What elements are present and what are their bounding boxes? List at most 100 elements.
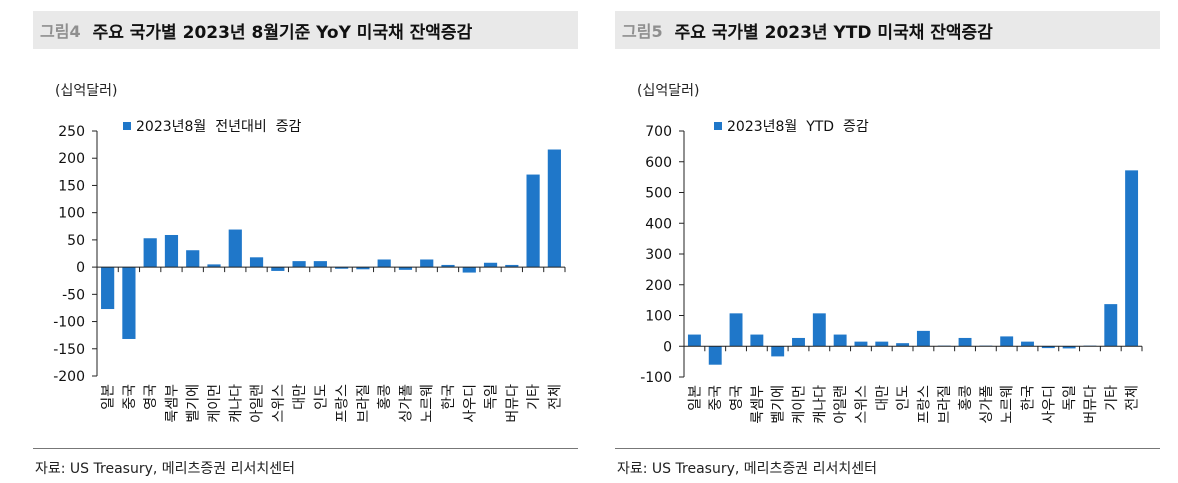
bar <box>729 313 743 347</box>
y-tick-label: 150 <box>58 178 85 194</box>
figure-4-unit-label: (십억달러) <box>55 83 118 99</box>
bar <box>228 229 242 268</box>
y-tick-label: 700 <box>645 124 672 140</box>
x-category-label: 중국 <box>708 385 724 411</box>
y-tick-label: -200 <box>53 369 85 385</box>
x-category-label: 룩셈부 <box>164 384 180 423</box>
x-category-label: 독일 <box>1062 385 1078 411</box>
x-category-label: 전체 <box>1125 385 1141 411</box>
bar <box>916 330 930 347</box>
bar <box>164 234 179 268</box>
y-tick-label: 300 <box>645 247 672 263</box>
figure-4-source: 자료: US Treasury, 메리츠증권 리서치센터 <box>35 461 296 477</box>
x-category-label: 사우디 <box>1041 385 1057 424</box>
y-tick-label: -100 <box>640 370 672 386</box>
legend-swatch <box>714 122 722 130</box>
bar <box>249 257 264 268</box>
legend-label: 2023년8월 YTD 증감 <box>727 119 869 135</box>
x-category-label: 기타 <box>1104 385 1120 411</box>
x-category-label: 독일 <box>484 384 500 410</box>
bar <box>547 149 561 268</box>
bar <box>505 264 519 268</box>
y-tick-label: 200 <box>58 151 85 167</box>
x-category-label: 한국 <box>1021 385 1037 411</box>
x-category-label: 일본 <box>687 385 703 411</box>
bar <box>1125 170 1139 347</box>
figure-4-number: 그림4 <box>40 22 81 41</box>
x-category-label: 사우디 <box>462 384 478 423</box>
bar <box>271 267 285 271</box>
x-category-label: 캐나다 <box>812 385 828 424</box>
bar <box>854 341 868 347</box>
bar <box>708 346 722 365</box>
x-category-label: 영국 <box>729 385 745 411</box>
bar <box>1104 304 1118 347</box>
x-category-label: 대만 <box>292 384 308 410</box>
bar <box>377 259 391 268</box>
bar <box>186 250 200 268</box>
figure-5-title: 주요 국가별 2023년 YTD 미국채 잔액증감 <box>674 22 993 43</box>
y-tick-label: 100 <box>58 206 85 222</box>
x-category-label: 기타 <box>526 384 542 410</box>
figure-4-header: 그림4 주요 국가별 2023년 8월기준 YoY 미국채 잔액증감 <box>33 11 578 49</box>
figure-5-divider <box>615 448 1160 449</box>
x-category-label: 버뮤다 <box>505 384 521 423</box>
y-tick-label: 400 <box>645 216 672 232</box>
y-tick-label: 200 <box>645 278 672 294</box>
x-category-label: 전체 <box>547 384 563 410</box>
bar <box>1062 346 1076 349</box>
y-tick-label: 50 <box>67 233 85 249</box>
bar <box>420 259 434 268</box>
bar <box>292 261 306 268</box>
bar <box>750 334 764 347</box>
x-category-label: 영국 <box>143 384 159 410</box>
bar <box>398 267 413 270</box>
figure-4-chart: -200 -150 -100 -50 0 50 100 150 200 250 일본 중국 영국 룩셈부 벨… <box>53 119 566 423</box>
x-category-label: 스위스 <box>271 384 287 423</box>
y-tick-label: 100 <box>645 309 672 325</box>
bar <box>833 334 847 347</box>
figure-5-number: 그림5 <box>622 22 663 41</box>
figure-4-title: 주요 국가별 2023년 8월기준 YoY 미국채 잔액증감 <box>92 22 473 43</box>
x-category-label: 브라질 <box>937 385 953 424</box>
x-category-label: 케이먼 <box>792 385 808 424</box>
y-tick-label: -150 <box>53 342 85 358</box>
figure-4-divider <box>33 448 578 449</box>
bar <box>356 267 370 270</box>
bar <box>462 267 476 273</box>
x-category-label: 싱가폴 <box>979 385 995 424</box>
x-category-label: 한국 <box>441 384 457 410</box>
bar <box>896 343 910 347</box>
bar <box>335 267 349 269</box>
x-category-label: 노르웨 <box>420 384 436 423</box>
x-category-label: 노르웨 <box>1000 385 1016 424</box>
bar <box>483 262 498 268</box>
bar <box>1000 336 1014 347</box>
y-tick-label: -50 <box>62 287 85 303</box>
bar <box>143 238 157 268</box>
x-category-label: 싱가폴 <box>398 384 414 423</box>
x-category-label: 아일랜 <box>833 385 849 424</box>
figure-5-chart: -100 0 100 200 300 400 500 600 700 일본 중국 영국 룩셈부 벨기에 케이… <box>640 119 1143 424</box>
bar <box>958 337 972 347</box>
x-category-label: 인도 <box>896 385 912 411</box>
y-tick-label: 0 <box>663 339 672 355</box>
legend-swatch <box>123 122 131 130</box>
x-category-label: 스위스 <box>854 385 870 424</box>
x-category-label: 중국 <box>122 384 138 410</box>
x-category-label: 대만 <box>875 385 891 411</box>
bar <box>1021 341 1034 347</box>
x-category-label: 캐나다 <box>228 384 244 423</box>
bar <box>526 174 540 268</box>
bar <box>101 267 115 310</box>
x-category-label: 케이먼 <box>207 384 223 423</box>
figure-4-panel: 그림4 주요 국가별 2023년 8월기준 YoY 미국채 잔액증감 (십억달러… <box>33 0 578 483</box>
figure-5-panel: 그림5 주요 국가별 2023년 YTD 미국채 잔액증감 (십억달러) -10… <box>615 0 1160 483</box>
x-category-label: 벨기에 <box>771 385 787 424</box>
x-category-label: 홍콩 <box>377 384 393 410</box>
bar <box>875 341 889 347</box>
figure-5-source: 자료: US Treasury, 메리츠증권 리서치센터 <box>617 461 878 477</box>
y-tick-label: 250 <box>58 124 85 140</box>
x-category-label: 브라질 <box>356 384 372 423</box>
x-category-label: 룩셈부 <box>750 385 766 424</box>
